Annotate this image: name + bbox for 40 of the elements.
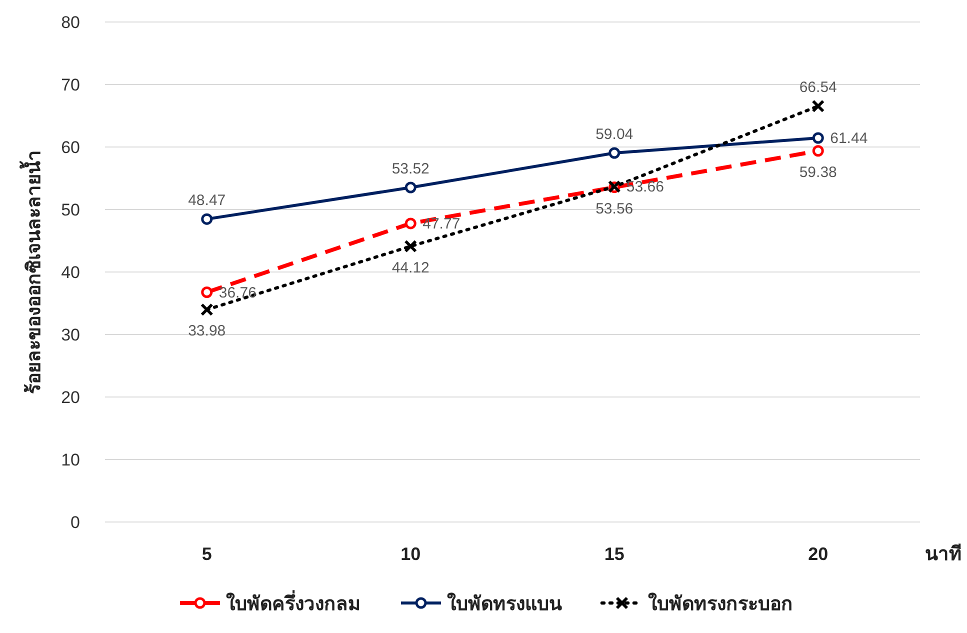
y-axis-title: ร้อยละของออกซิเจนละลายน้ำ [19,150,45,394]
y-tick-label: 20 [61,388,80,407]
y-tick-label: 80 [61,13,80,32]
data-label: 53.56 [596,200,634,218]
data-label: 36.76 [218,284,256,302]
y-tick-label: 10 [61,450,80,470]
y-tick-label: 40 [61,263,80,282]
data-label: 66.54 [799,79,837,96]
point [200,303,214,316]
x-tick-label: 15 [604,544,624,564]
point [404,240,418,253]
data-label: 53.52 [392,160,430,178]
data-label: 59.04 [596,126,634,143]
point [201,213,213,225]
legend-label: ใบพัดทรงแบน [447,592,562,615]
x-tick-label: 20 [808,544,828,564]
point [404,218,416,230]
data-label: 44.12 [392,259,430,276]
y-tick-label: 60 [61,138,80,157]
point [201,286,213,298]
legend-label: ใบพัดครึ่งวงกลม [226,590,361,615]
data-label: 48.47 [188,192,226,210]
point [812,132,824,144]
point [812,100,825,113]
y-tick-label: 30 [61,326,80,344]
y-tick-label: 50 [61,200,80,220]
point [608,147,620,159]
legend-label: ใบพัดทรงกระบอก [648,592,793,615]
point [404,182,416,194]
y-tick-label: 0 [70,513,80,532]
x-axis-title: นาที [925,543,962,565]
data-label: 53.66 [626,178,664,196]
x-tick-label: 10 [400,544,421,564]
data-label: 33.98 [188,322,226,340]
y-tick-label: 70 [61,76,80,94]
x-tick-label: 5 [202,544,212,564]
data-label: 47.77 [422,215,460,232]
data-label: 61.44 [830,130,868,147]
data-label: 59.38 [799,164,837,181]
point [812,145,824,157]
